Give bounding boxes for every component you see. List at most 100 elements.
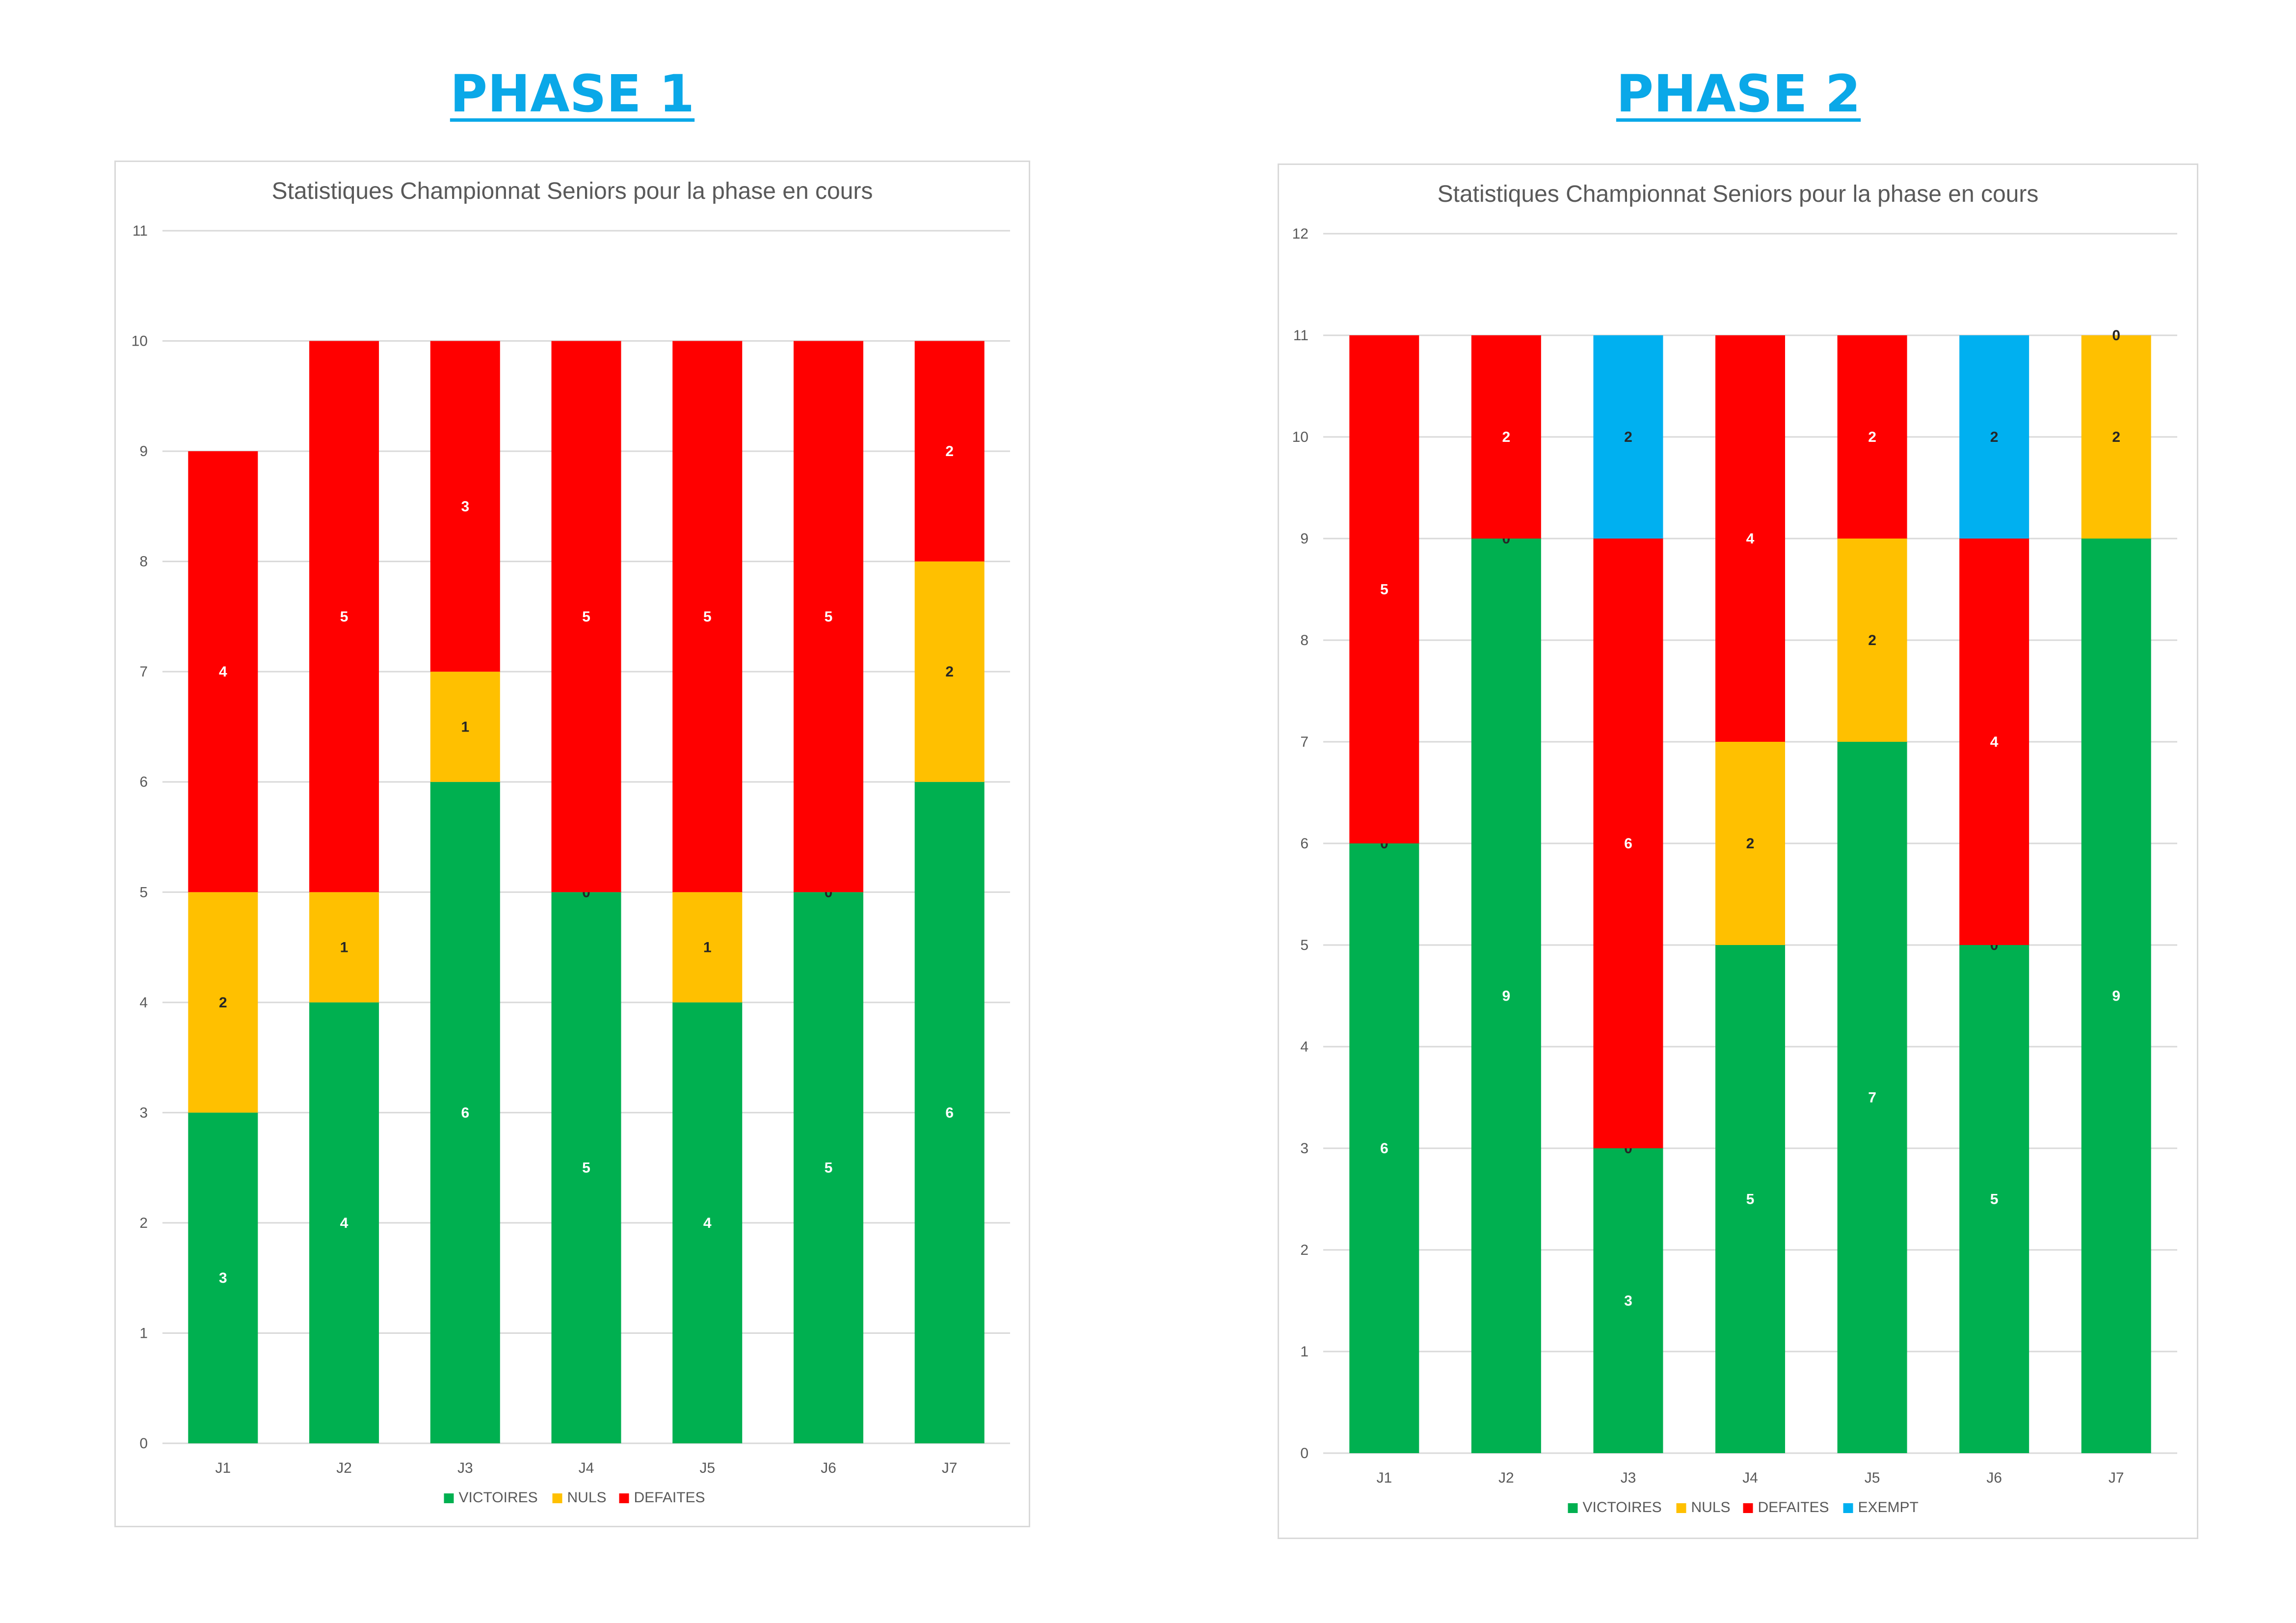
- y-tick-label: 3: [1300, 1140, 1308, 1157]
- data-label: 5: [825, 1160, 833, 1176]
- legend-item-nuls: NULS: [1676, 1499, 1731, 1515]
- y-tick-label: 4: [139, 995, 148, 1011]
- x-tick-label: J2: [1498, 1470, 1514, 1486]
- bar-segment-nuls-j4: [1715, 742, 1785, 945]
- legend-swatch: [1568, 1503, 1578, 1513]
- y-tick-label: 0: [139, 1435, 148, 1452]
- bar-segment-exempt-j3: [1593, 335, 1663, 539]
- y-tick-label: 6: [1300, 836, 1308, 852]
- y-tick-label: 10: [132, 333, 148, 350]
- bar-segment-nuls-j7: [914, 561, 985, 782]
- y-tick-label: 9: [1300, 531, 1308, 547]
- data-label: 2: [945, 664, 954, 680]
- bar-segment-defaites-j1: [188, 451, 258, 893]
- data-label: 3: [1624, 1293, 1632, 1309]
- data-label: 4: [1990, 734, 1999, 750]
- data-label: 5: [1746, 1191, 1755, 1208]
- x-tick-label: J3: [457, 1460, 473, 1476]
- data-label: 2: [945, 443, 954, 460]
- data-label: 5: [703, 609, 712, 625]
- x-tick-label: J5: [699, 1460, 715, 1476]
- x-tick-label: J3: [1621, 1470, 1636, 1486]
- bar-segment-victoires-j2: [309, 1002, 379, 1443]
- legend-item-defaites: DEFAITES: [619, 1489, 705, 1506]
- legend-label: NULS: [567, 1489, 607, 1506]
- legend-label: DEFAITES: [634, 1489, 705, 1506]
- data-label: 5: [340, 609, 348, 625]
- legend-item-victoires: VICTOIRES: [1568, 1499, 1662, 1515]
- y-tick-label: 5: [139, 884, 148, 900]
- y-tick-label: 11: [133, 223, 148, 239]
- bar-segment-victoires-j3: [430, 782, 500, 1443]
- data-label: 5: [825, 609, 833, 625]
- bar-segment-nuls-j3: [430, 672, 500, 782]
- data-label: 2: [1746, 836, 1755, 852]
- x-tick-label: J6: [821, 1460, 836, 1476]
- bar-segment-victoires-j1: [188, 1112, 258, 1443]
- y-tick-label: 1: [1300, 1344, 1308, 1360]
- x-tick-label: J2: [336, 1460, 352, 1476]
- legend-label: VICTOIRES: [1583, 1499, 1662, 1515]
- y-tick-label: 10: [1292, 429, 1308, 445]
- legend-item-defaites: DEFAITES: [1743, 1499, 1829, 1515]
- data-label: 4: [1746, 531, 1755, 547]
- data-label: 0: [2112, 327, 2120, 344]
- legend-label: DEFAITES: [1758, 1499, 1829, 1515]
- data-label: 5: [1990, 1191, 1999, 1208]
- legend-label: NULS: [1691, 1499, 1731, 1515]
- chart-title: Statistiques Championnat Seniors pour la…: [272, 178, 873, 204]
- data-label: 2: [2112, 429, 2120, 445]
- bar-segment-defaites-j5: [672, 341, 743, 893]
- data-label: 5: [1380, 582, 1388, 598]
- data-label: 9: [2112, 988, 2120, 1004]
- bar-segment-victoires-j4: [551, 892, 621, 1443]
- bar-segment-nuls-j1: [188, 892, 258, 1113]
- legend-swatch: [1676, 1503, 1686, 1513]
- data-label: 4: [219, 664, 227, 680]
- bar-segment-defaites-j2: [309, 341, 379, 893]
- bar-segment-nuls-j2: [309, 892, 379, 1002]
- bar-segment-victoires-j7: [2081, 539, 2151, 1453]
- x-tick-label: J4: [579, 1460, 594, 1476]
- phase-2-chart-panel: Statistiques Championnat Seniors pour la…: [1278, 163, 2198, 1539]
- bar-segment-victoires-j5: [672, 1002, 743, 1443]
- x-tick-label: J4: [1742, 1470, 1758, 1486]
- bar-segment-defaites-j6: [793, 341, 863, 893]
- legend-swatch: [552, 1493, 562, 1503]
- phase-1-chart-panel: Statistiques Championnat Seniors pour la…: [114, 161, 1030, 1527]
- y-tick-label: 0: [1300, 1445, 1308, 1461]
- legend-label: EXEMPT: [1858, 1499, 1919, 1515]
- y-tick-label: 5: [1300, 937, 1308, 953]
- data-label: 3: [219, 1270, 227, 1286]
- data-label: 5: [582, 1160, 590, 1176]
- y-tick-label: 2: [139, 1215, 148, 1231]
- data-label: 1: [461, 719, 469, 735]
- legend-item-victoires: VICTOIRES: [444, 1489, 538, 1506]
- y-tick-label: 6: [139, 774, 148, 790]
- data-label: 6: [461, 1105, 469, 1121]
- data-label: 7: [1868, 1090, 1876, 1106]
- y-tick-label: 4: [1300, 1039, 1308, 1055]
- data-label: 2: [1868, 429, 1876, 445]
- bar-segment-victoires-j5: [1837, 742, 1907, 1453]
- bar-segment-victoires-j6: [1959, 945, 2029, 1453]
- data-label: 6: [1624, 836, 1632, 852]
- data-label: 4: [703, 1215, 712, 1231]
- y-tick-label: 2: [1300, 1242, 1308, 1258]
- y-tick-label: 3: [139, 1105, 148, 1121]
- data-label: 5: [582, 609, 590, 625]
- phase-2-chart: Statistiques Championnat Seniors pour la…: [1292, 181, 2177, 1515]
- data-label: 6: [1380, 1140, 1388, 1157]
- data-label: 2: [1502, 429, 1511, 445]
- legend-swatch: [1743, 1503, 1753, 1513]
- legend-label: VICTOIRES: [459, 1489, 538, 1506]
- y-tick-label: 11: [1293, 327, 1308, 344]
- bar-segment-victoires-j6: [793, 892, 863, 1443]
- phase-2-title: PHASE 2: [1616, 64, 1861, 124]
- y-tick-label: 7: [1300, 734, 1308, 750]
- bar-segment-defaites-j2: [1471, 335, 1541, 539]
- data-label: 2: [1868, 632, 1876, 649]
- data-label: 2: [1990, 429, 1999, 445]
- bar-segment-defaites-j1: [1349, 335, 1419, 843]
- bar-segment-victoires-j7: [914, 782, 985, 1443]
